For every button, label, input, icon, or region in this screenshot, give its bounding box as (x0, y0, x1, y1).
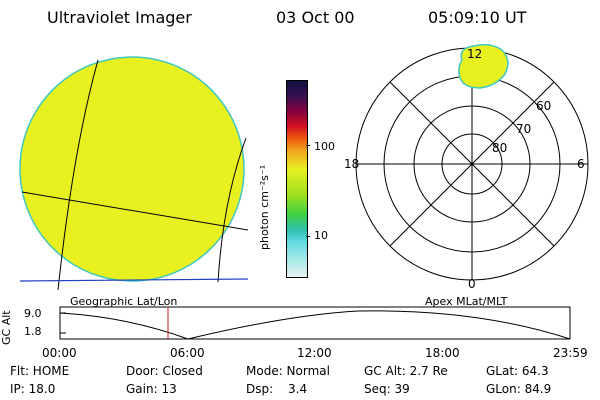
sequence-number: Seq: 39 (364, 382, 410, 396)
orbit-x-tick: 12:00 (297, 346, 332, 360)
geo-longitude: GLon: 84.9 (486, 382, 552, 396)
geographic-label: Geographic Lat/Lon (70, 295, 178, 308)
mlt-label-0: 0 (468, 277, 476, 291)
mlt-label-12: 12 (467, 47, 482, 61)
door-status: Door: Closed (126, 364, 203, 378)
lat-label-70: 70 (516, 122, 531, 136)
geographic-image-panel (19, 56, 249, 290)
ip-value: IP: 18.0 (10, 382, 56, 396)
time-label: 05:09:10 UT (428, 8, 527, 27)
altitude-curve (59, 310, 571, 340)
orbit-x-tick: 18:00 (425, 346, 460, 360)
orbit-y-axis-label: GC Alt (0, 310, 13, 345)
dsp-label: Dsp: (246, 382, 274, 396)
auroral-emission-region (458, 43, 509, 89)
lat-label-80: 80 (492, 141, 507, 155)
mlt-label-6: 6 (577, 157, 585, 171)
colorbar-tick (306, 145, 310, 146)
orbit-altitude-plot (59, 306, 571, 340)
latitude-line (21, 191, 249, 231)
mlt-label-18: 18 (344, 157, 359, 171)
polar-mlt-plot: 12 18 6 0 60 70 80 (344, 43, 589, 291)
orbit-x-tick: 00:00 (42, 346, 77, 360)
gc-altitude: GC Alt: 2.7 Re (364, 364, 448, 378)
date-label: 03 Oct 00 (276, 8, 355, 27)
orbit-y-min: 1.8 (24, 325, 42, 338)
orbit-x-tick: 23:59 (553, 346, 588, 360)
longitude-line (57, 59, 99, 290)
flight-status: Flt: HOME (10, 364, 70, 378)
horizon-line (19, 278, 249, 282)
orbit-x-tick: 06:00 (170, 346, 205, 360)
lat-label-60: 60 (536, 99, 551, 113)
apex-label: Apex MLat/MLT (425, 295, 508, 308)
mlt-line (389, 81, 555, 247)
longitude-line (217, 137, 247, 283)
colorbar-tick-100: 100 (314, 140, 335, 153)
geo-latitude: GLat: 64.3 (486, 364, 549, 378)
gain-value: Gain: 13 (126, 382, 177, 396)
instrument-title: Ultraviolet Imager (47, 8, 192, 27)
orbit-y-max: 9.0 (24, 307, 42, 320)
mode-status: Mode: Normal (246, 364, 330, 378)
colorbar-tick (306, 236, 310, 237)
colorbar-tick-10: 10 (314, 229, 328, 242)
earth-disk-image (19, 56, 245, 282)
orbit-plot-frame (59, 306, 571, 340)
colorbar-unit-label: photon cm⁻²s⁻¹ (258, 164, 271, 250)
dsp-value: 3.4 (288, 382, 308, 396)
color-scale-bar (286, 80, 308, 278)
